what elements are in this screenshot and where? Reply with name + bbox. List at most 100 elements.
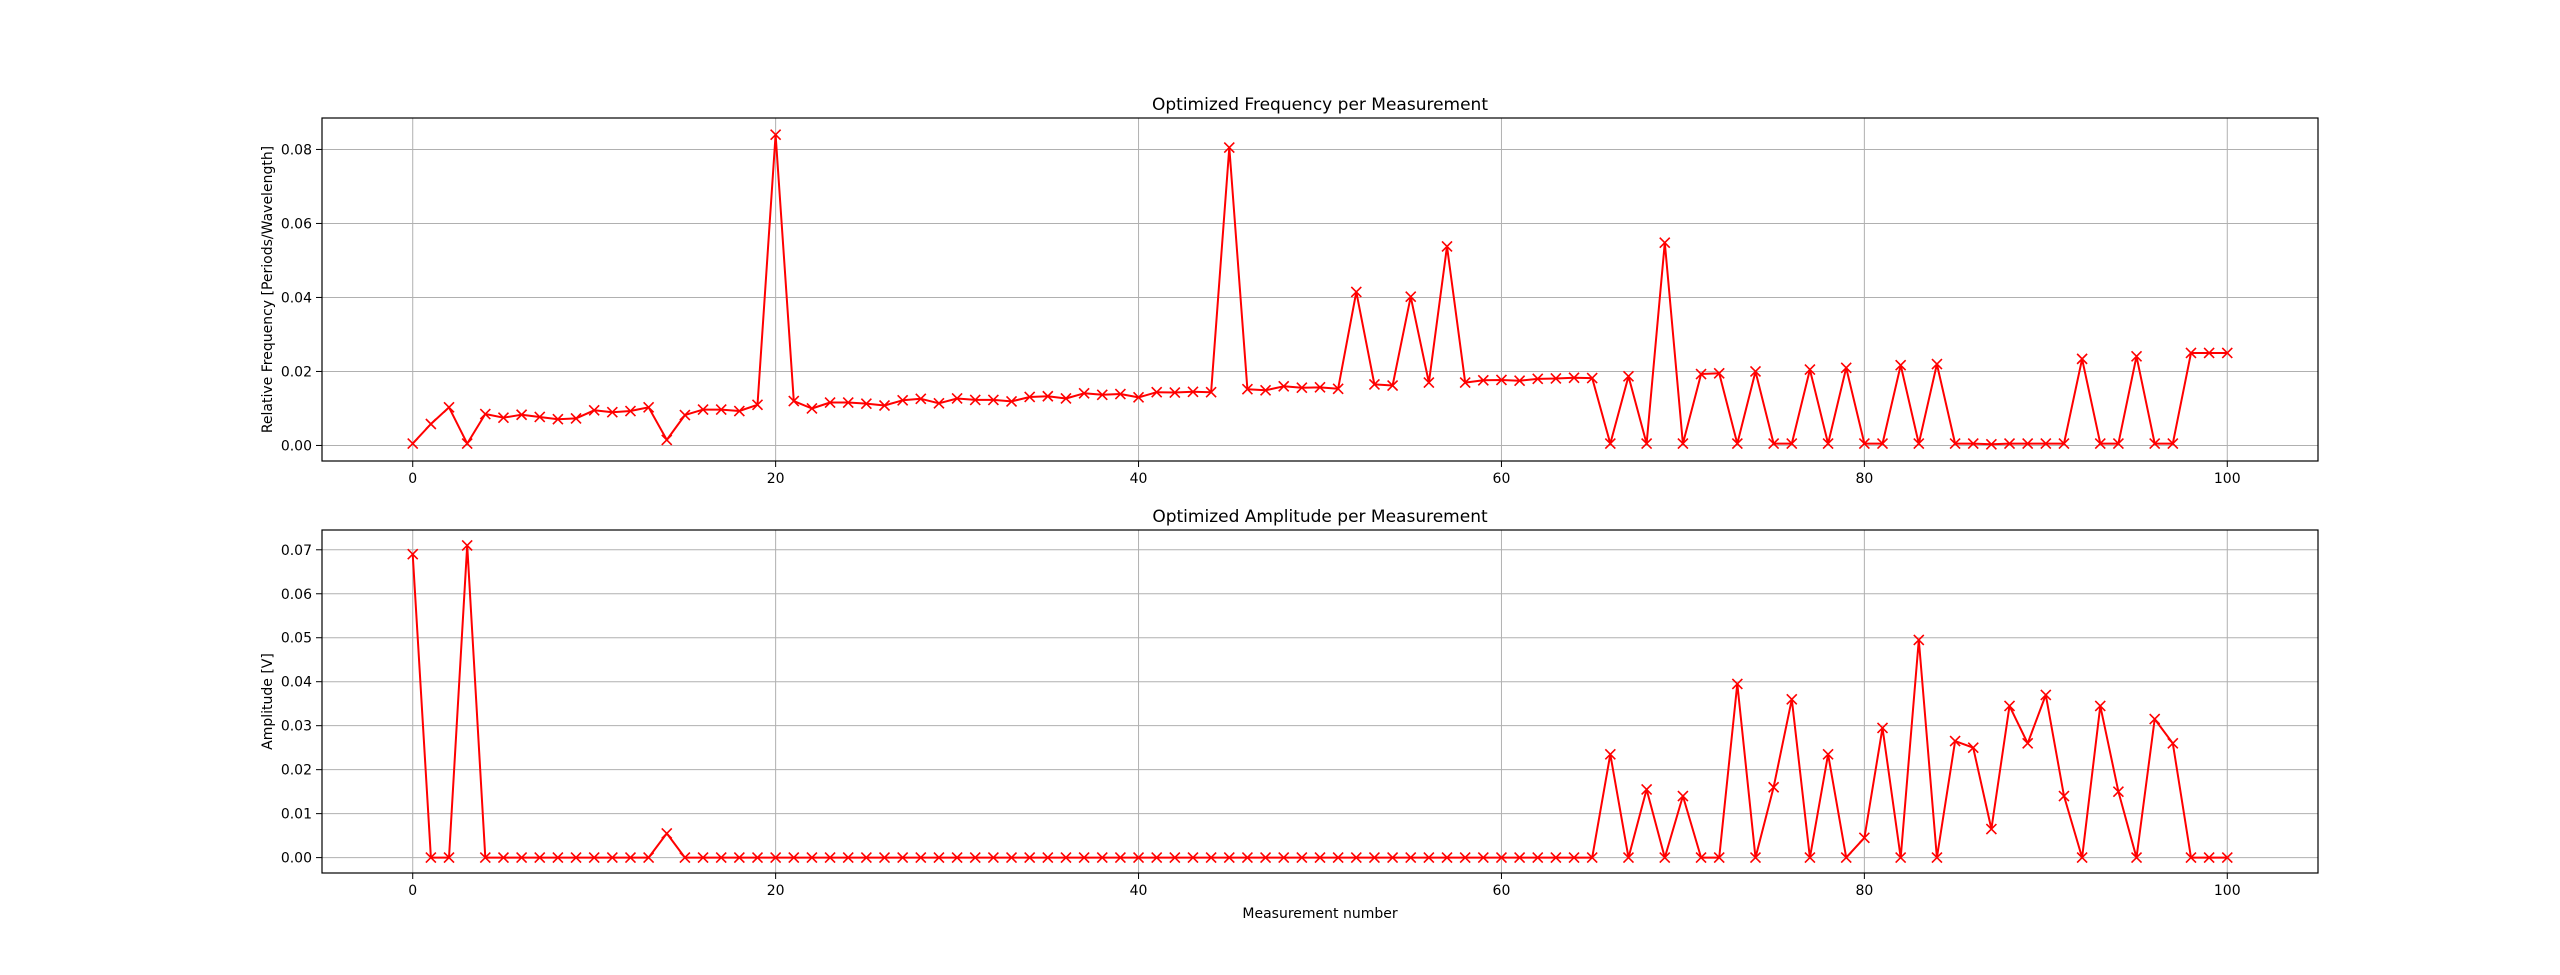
data-point-marker bbox=[1205, 386, 1217, 398]
x-tick-label: 40 bbox=[1130, 883, 1148, 899]
y-tick-label: 0.07 bbox=[281, 543, 312, 559]
data-point-marker bbox=[1387, 379, 1399, 392]
y-tick-label: 0.04 bbox=[281, 675, 312, 691]
data-point-marker bbox=[1659, 237, 1671, 249]
frequency-chart-title: Optimized Frequency per Measurement bbox=[1152, 95, 1488, 115]
data-point-marker bbox=[1550, 852, 1562, 864]
frequency-y-axis-label: Relative Frequency [Periods/Wavelength] bbox=[260, 146, 276, 433]
y-tick-label: 0.06 bbox=[281, 587, 312, 603]
data-point-marker bbox=[1296, 852, 1308, 864]
data-point-marker bbox=[661, 827, 673, 839]
data-point-marker bbox=[2040, 689, 2052, 701]
data-point-marker bbox=[878, 399, 891, 412]
data-point-marker bbox=[1060, 392, 1072, 405]
data-point-marker bbox=[1042, 852, 1054, 864]
data-point-marker bbox=[1695, 368, 1707, 380]
data-point-marker bbox=[1151, 852, 1163, 864]
amplitude-y-axis-label: Amplitude [V] bbox=[260, 653, 276, 750]
y-tick-label: 0.06 bbox=[281, 216, 312, 232]
data-point-marker bbox=[1895, 359, 1907, 371]
data-point-marker bbox=[1586, 852, 1598, 864]
data-point-marker bbox=[1713, 852, 1725, 864]
data-point-marker bbox=[679, 852, 691, 864]
data-point-marker bbox=[624, 405, 637, 417]
data-point-marker bbox=[479, 408, 491, 420]
data-point-marker bbox=[461, 539, 473, 551]
data-point-marker bbox=[1005, 852, 1018, 864]
data-point-marker bbox=[643, 401, 655, 413]
data-point-marker bbox=[2112, 786, 2124, 798]
data-point-marker bbox=[733, 852, 745, 864]
y-tick-label: 0.04 bbox=[281, 290, 312, 306]
data-point-marker bbox=[1405, 291, 1417, 303]
data-point-marker bbox=[1985, 438, 1997, 450]
data-point-marker bbox=[2094, 700, 2106, 712]
amplitude-ticks: 0 20 40 60 80 100 0.00 0.01 0.02 0.03 0.04 0.05 0.06… bbox=[281, 543, 2241, 899]
data-point-marker bbox=[1731, 438, 1743, 450]
data-point-marker bbox=[1423, 852, 1435, 864]
data-point-marker bbox=[588, 852, 600, 864]
data-point-marker bbox=[1259, 852, 1272, 864]
x-tick-label: 40 bbox=[1130, 471, 1148, 487]
data-point-marker bbox=[715, 404, 727, 416]
data-point-marker bbox=[1967, 742, 1979, 754]
data-point-marker bbox=[1659, 852, 1671, 864]
data-point-marker bbox=[516, 852, 528, 864]
data-point-marker bbox=[1477, 374, 1489, 386]
data-point-marker bbox=[1677, 438, 1689, 450]
data-point-marker bbox=[1786, 438, 1798, 450]
data-point-marker bbox=[1858, 438, 1870, 450]
y-tick-label: 0.02 bbox=[281, 763, 312, 779]
data-point-marker bbox=[969, 852, 981, 864]
data-point-marker bbox=[1223, 142, 1235, 154]
data-point-marker bbox=[2167, 737, 2179, 749]
data-point-marker bbox=[2149, 438, 2161, 450]
data-point-marker bbox=[1368, 378, 1381, 390]
data-point-marker bbox=[516, 409, 528, 421]
data-point-marker bbox=[824, 396, 836, 409]
data-point-marker bbox=[1332, 852, 1344, 864]
data-point-marker bbox=[1731, 678, 1743, 690]
data-point-marker bbox=[715, 852, 727, 864]
data-point-marker bbox=[497, 852, 510, 864]
data-point-marker bbox=[1931, 852, 1943, 864]
data-point-marker bbox=[2058, 790, 2070, 802]
data-point-marker bbox=[1622, 370, 1635, 382]
data-point-marker bbox=[1840, 362, 1852, 374]
data-point-marker bbox=[1205, 852, 1217, 864]
data-point-marker bbox=[1332, 383, 1344, 395]
data-point-marker bbox=[443, 401, 455, 413]
data-point-marker bbox=[570, 412, 582, 425]
data-point-marker bbox=[1096, 389, 1108, 401]
data-point-marker bbox=[1241, 852, 1253, 864]
data-point-marker bbox=[842, 396, 854, 409]
data-point-marker bbox=[552, 852, 564, 864]
data-point-marker bbox=[407, 548, 419, 560]
data-point-marker bbox=[2076, 353, 2088, 365]
data-point-marker bbox=[1169, 852, 1181, 864]
data-point-marker bbox=[2221, 852, 2233, 864]
data-point-marker bbox=[1622, 852, 1635, 864]
data-point-marker bbox=[1114, 852, 1126, 864]
data-point-marker bbox=[1586, 372, 1598, 384]
data-point-marker bbox=[1858, 832, 1870, 844]
data-point-marker bbox=[2022, 438, 2034, 450]
data-point-marker bbox=[1550, 372, 1562, 385]
data-point-marker bbox=[1259, 384, 1272, 396]
data-point-marker bbox=[2221, 347, 2233, 359]
data-point-marker bbox=[479, 852, 491, 864]
data-point-marker bbox=[1604, 438, 1616, 450]
data-point-marker bbox=[1387, 852, 1399, 864]
data-point-marker bbox=[987, 394, 999, 406]
data-point-marker bbox=[1641, 438, 1653, 450]
data-point-marker bbox=[2203, 852, 2215, 864]
data-point-marker bbox=[933, 852, 945, 864]
data-point-marker bbox=[1477, 852, 1489, 864]
data-point-marker bbox=[425, 418, 437, 430]
data-point-marker bbox=[1514, 852, 1526, 864]
data-point-marker bbox=[788, 852, 800, 864]
x-tick-label: 80 bbox=[1855, 883, 1873, 899]
data-point-marker bbox=[1096, 852, 1108, 864]
data-point-marker bbox=[1514, 375, 1526, 387]
